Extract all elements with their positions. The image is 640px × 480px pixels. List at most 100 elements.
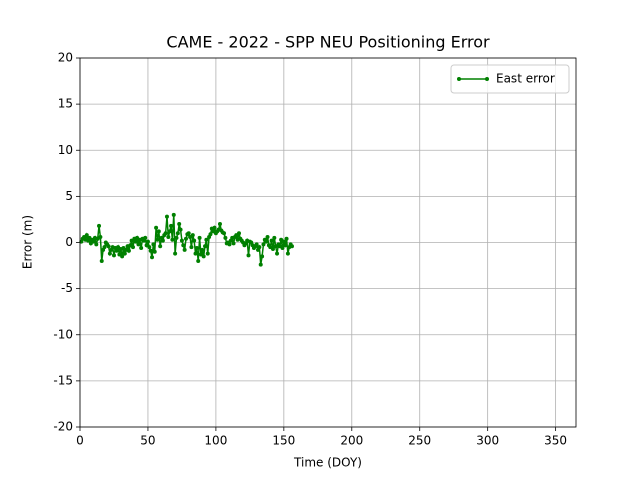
data-point [164, 214, 169, 219]
data-point [236, 231, 241, 236]
data-point [183, 236, 188, 241]
data-point [111, 253, 116, 258]
data-point [217, 222, 222, 227]
data-point [136, 242, 141, 247]
data-point [94, 242, 99, 247]
data-point [122, 251, 127, 256]
data-point [269, 238, 274, 243]
y-axis-label: Error (m) [21, 215, 35, 269]
x-tick-label: 300 [476, 434, 499, 448]
data-point [102, 245, 107, 250]
data-point [285, 251, 290, 256]
data-point [98, 234, 103, 239]
data-point [281, 239, 286, 244]
data-point [148, 248, 153, 253]
data-point [258, 262, 263, 267]
data-point [283, 243, 288, 248]
data-point [205, 251, 210, 256]
data-point [152, 249, 157, 254]
chart-title: CAME - 2022 - SPP NEU Positioning Error [166, 33, 490, 52]
y-tick-label: -20 [53, 420, 73, 434]
data-point [166, 234, 171, 239]
data-point [114, 248, 119, 253]
legend-box [450, 64, 570, 94]
data-point [192, 238, 197, 243]
data-point [270, 246, 275, 251]
x-tick-label: 200 [340, 434, 363, 448]
y-tick-label: -10 [53, 327, 73, 341]
data-point [163, 231, 168, 236]
data-point [265, 234, 270, 239]
legend-marker [485, 77, 489, 81]
data-point [190, 233, 195, 238]
data-point [186, 231, 191, 236]
data-point [120, 254, 125, 259]
data-point [173, 251, 178, 256]
data-point [178, 227, 183, 232]
data-point [171, 212, 176, 217]
data-point [272, 235, 277, 240]
data-point [284, 236, 289, 241]
data-point [170, 237, 175, 242]
data-point [197, 235, 202, 240]
data-point [200, 247, 205, 252]
x-axis-label: Time (DOY) [293, 456, 362, 470]
data-point [275, 251, 280, 256]
data-point [280, 246, 285, 251]
data-point [145, 239, 150, 244]
data-point [174, 235, 179, 240]
data-point [147, 245, 152, 250]
y-tick-label: 5 [65, 189, 73, 203]
data-point [150, 255, 155, 260]
data-point [133, 239, 138, 244]
data-point [160, 238, 165, 243]
data-point [143, 235, 148, 240]
x-tick-label: 350 [544, 434, 567, 448]
data-point [154, 225, 159, 230]
data-point [204, 237, 209, 242]
data-point [106, 244, 111, 249]
data-point [212, 225, 217, 230]
data-point [246, 253, 251, 258]
y-tick-label: 0 [65, 235, 73, 249]
data-point [193, 251, 198, 256]
y-tick-label: 20 [58, 51, 73, 65]
data-point [177, 222, 182, 227]
data-point [261, 242, 266, 247]
x-tick-label: 0 [76, 434, 84, 448]
data-point [97, 223, 102, 228]
y-tick-label: 10 [58, 143, 73, 157]
data-point [181, 243, 186, 248]
data-point [189, 245, 194, 250]
data-point [203, 244, 208, 249]
axes-frame [79, 57, 577, 428]
data-point [139, 246, 144, 251]
legend-label: East error [496, 72, 555, 86]
data-point [231, 241, 236, 246]
legend-marker [457, 77, 461, 81]
data-point [201, 254, 206, 259]
data-point [254, 242, 259, 247]
data-point [227, 242, 232, 247]
data-point [260, 254, 265, 259]
data-point [156, 229, 161, 234]
x-tick-label: 50 [140, 434, 155, 448]
data-point [151, 242, 156, 247]
data-point [222, 231, 227, 236]
data-point [126, 248, 131, 253]
data-point [155, 237, 160, 242]
data-point [130, 245, 135, 250]
data-point [223, 235, 228, 240]
x-tick-label: 250 [408, 434, 431, 448]
data-point [84, 233, 89, 238]
data-point [167, 229, 172, 234]
y-tick-label: -5 [61, 281, 73, 295]
data-point [182, 247, 187, 252]
data-point [264, 239, 269, 244]
y-tick-label: -15 [53, 373, 73, 387]
data-point [107, 251, 112, 256]
data-point [158, 244, 163, 249]
data-point [257, 245, 262, 250]
data-point [196, 258, 201, 263]
